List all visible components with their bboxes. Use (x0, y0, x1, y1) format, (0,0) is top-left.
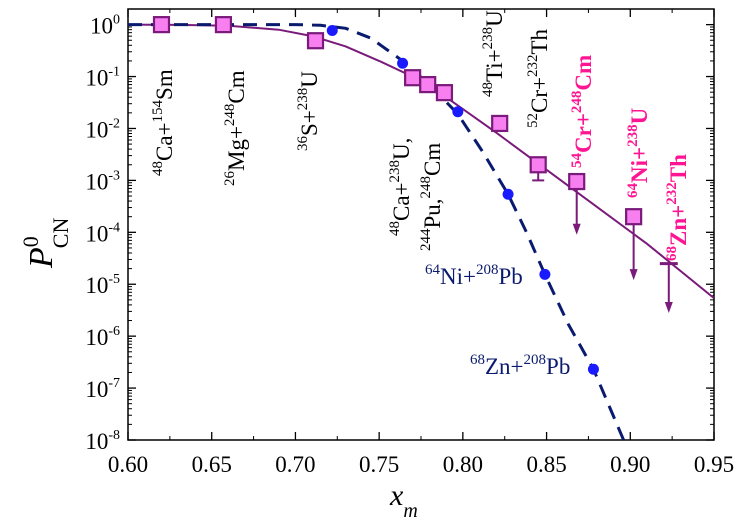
y-tick-label: 10-8 (85, 428, 120, 454)
reaction-label: 36S+238U (295, 71, 322, 151)
circle-data-point (587, 363, 599, 375)
circle-data-point (502, 188, 514, 200)
square-data-point (152, 16, 171, 34)
circle-data-point (539, 268, 551, 280)
x-tick-label: 0.80 (443, 452, 483, 477)
square-data-point (625, 208, 643, 226)
square-data-point (529, 156, 547, 174)
square-data-point (306, 32, 325, 50)
x-tick-label: 0.65 (192, 452, 232, 477)
reaction-label: 26Mg+248Cm (222, 70, 249, 186)
y-tick-label: 10-6 (85, 324, 120, 350)
x-tick-label: 0.90 (610, 452, 650, 477)
reaction-label: 48Ti+238U (480, 10, 507, 97)
reaction-label: 68Zn+208Pb (470, 352, 570, 379)
y-axis-label: P0 CN (18, 218, 73, 269)
y-tick-label: 100 (90, 13, 120, 39)
solid-curve (128, 23, 714, 299)
square-data-point (435, 84, 454, 102)
dashed-curve (128, 23, 625, 440)
reaction-label: 52Cr+232Th (525, 28, 552, 128)
square-data-point (404, 69, 422, 87)
upper-limit-arrow (629, 269, 638, 281)
y-tick-label: 10-1 (85, 65, 120, 91)
reaction-label: 48Ca+154Sm (150, 69, 177, 176)
upper-limit-arrow (572, 223, 581, 235)
x-tick-label: 0.60 (108, 452, 148, 477)
square-data-point (214, 16, 233, 34)
reaction-label: 68Zn+232Th (664, 154, 691, 261)
reaction-label: 64Ni+238U (625, 107, 652, 198)
square-data-point (491, 114, 509, 133)
reaction-label: 64Ni+208Pb (425, 262, 523, 289)
y-tick-label: 10-7 (85, 376, 120, 402)
x-tick-label: 0.75 (359, 452, 399, 477)
circle-data-point (326, 25, 338, 37)
circle-data-point (452, 106, 464, 118)
square-data-point (568, 172, 586, 191)
upper-limit-arrow (664, 301, 673, 313)
reaction-label: 54Cr+248Cm (569, 55, 596, 168)
x-tick-label: 0.95 (694, 452, 734, 477)
y-tick-label: 10-3 (85, 168, 120, 194)
x-tick-label: 0.70 (275, 452, 315, 477)
x-tick-label: 0.85 (526, 452, 566, 477)
y-tick-label: 10-5 (85, 272, 120, 298)
circle-data-point (397, 57, 409, 69)
square-data-point (419, 75, 437, 94)
y-tick-label: 10-2 (85, 116, 120, 142)
reaction-label: 244Pu,248Cm (418, 143, 445, 251)
reaction-label: 48Ca+238U, (387, 138, 414, 236)
x-axis-label: xm (389, 479, 418, 522)
y-tick-label: 10-4 (85, 220, 120, 246)
